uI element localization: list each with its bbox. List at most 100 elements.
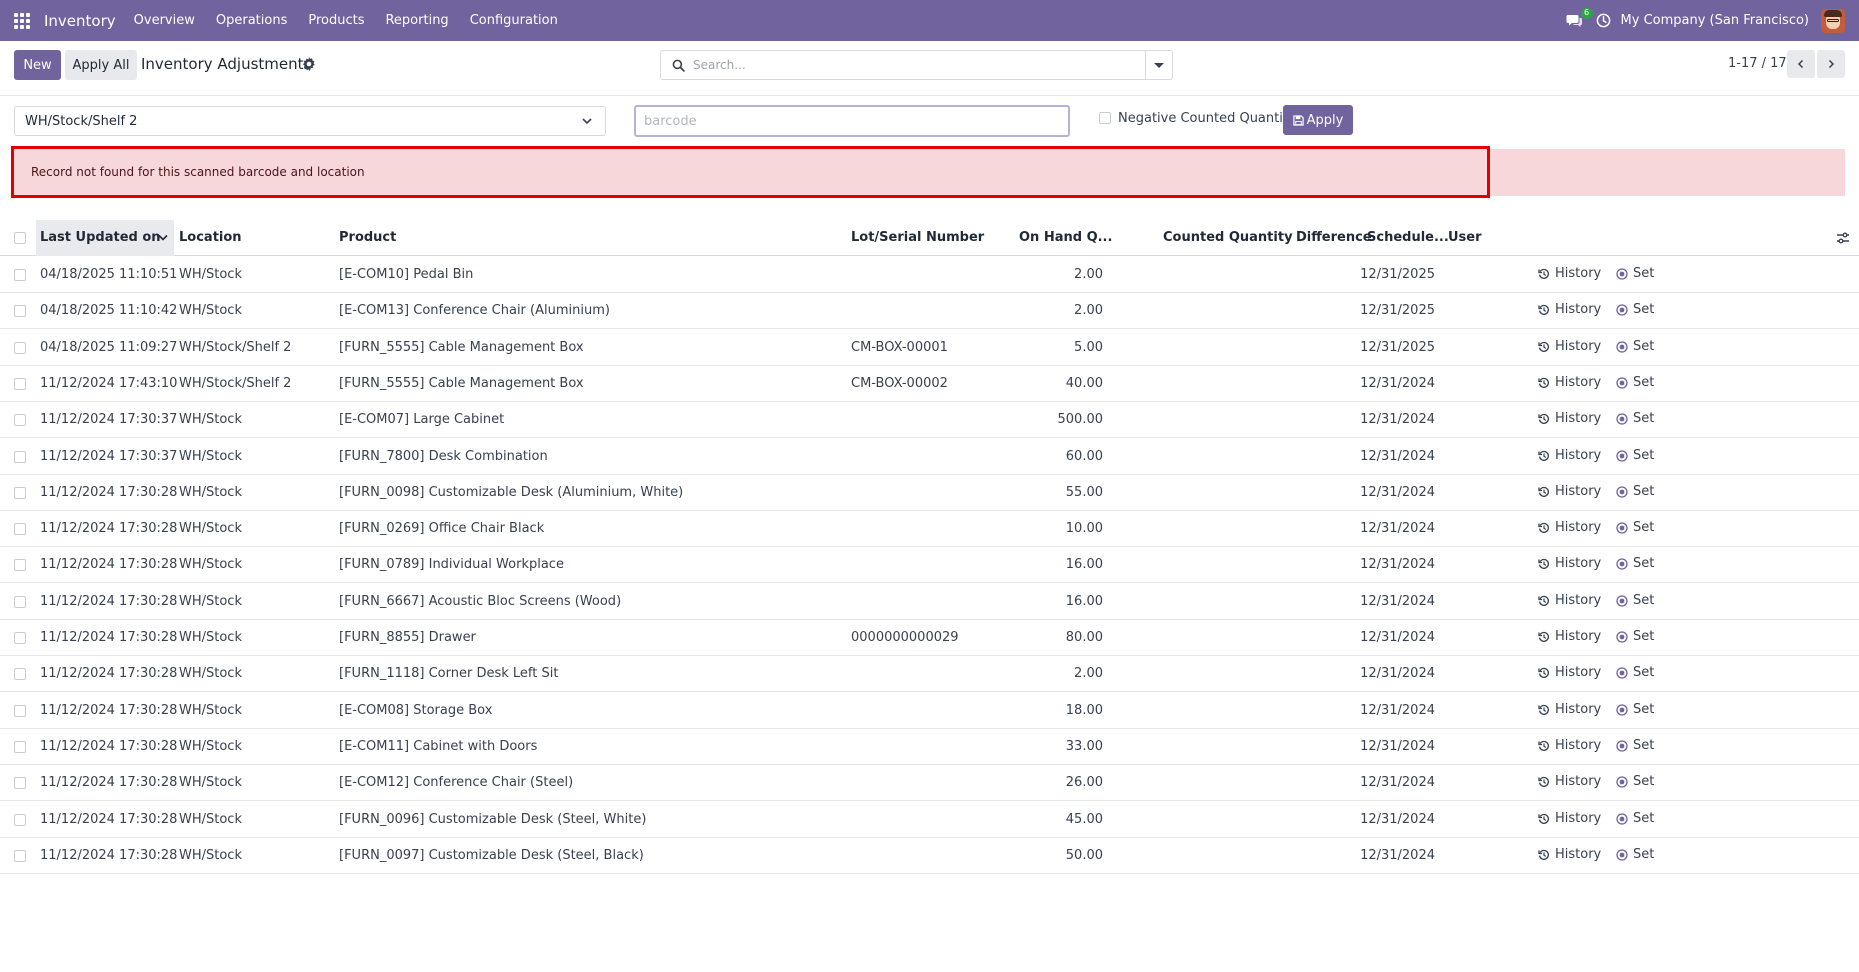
activities-button[interactable] xyxy=(1595,12,1613,30)
row-checkbox[interactable] xyxy=(14,850,26,862)
set-button[interactable]: Set xyxy=(1616,339,1654,354)
set-button[interactable]: Set xyxy=(1616,847,1654,862)
history-button[interactable]: History xyxy=(1538,593,1601,608)
history-button[interactable]: History xyxy=(1538,302,1601,317)
messaging-button[interactable]: 6 xyxy=(1563,7,1593,32)
history-button[interactable]: History xyxy=(1538,375,1601,390)
row-checkbox[interactable] xyxy=(14,451,26,463)
table-row[interactable]: 04/18/2025 11:10:51 WH/Stock [E-COM10] Ped… xyxy=(0,257,1859,293)
row-checkbox[interactable] xyxy=(14,342,26,354)
table-row[interactable]: 11/12/2024 17:30:28 WH/Stock [E-COM12] Con… xyxy=(0,765,1859,801)
history-button[interactable]: History xyxy=(1538,738,1601,753)
search-input[interactable] xyxy=(693,52,1123,78)
column-difference[interactable]: Difference xyxy=(1296,230,1372,245)
app-name[interactable]: Inventory xyxy=(44,11,116,30)
set-button[interactable]: Set xyxy=(1616,593,1654,608)
history-button[interactable]: History xyxy=(1538,411,1601,426)
column-location[interactable]: Location xyxy=(179,230,242,245)
row-checkbox[interactable] xyxy=(14,777,26,789)
history-button[interactable]: History xyxy=(1538,847,1601,862)
row-checkbox[interactable] xyxy=(14,741,26,753)
row-checkbox[interactable] xyxy=(14,378,26,390)
pager-previous-button[interactable] xyxy=(1787,50,1815,78)
table-row[interactable]: 11/12/2024 17:30:28 WH/Stock [FURN_1118] C… xyxy=(0,656,1859,692)
row-checkbox[interactable] xyxy=(14,305,26,317)
column-lot[interactable]: Lot/Serial Number xyxy=(851,230,985,245)
history-button[interactable]: History xyxy=(1538,665,1601,680)
table-row[interactable]: 11/12/2024 17:30:37 WH/Stock [E-COM07] Lar… xyxy=(0,402,1859,438)
table-row[interactable]: 11/12/2024 17:30:28 WH/Stock [FURN_0097] C… xyxy=(0,838,1859,874)
table-row[interactable]: 11/12/2024 17:30:28 WH/Stock [FURN_0269] O… xyxy=(0,511,1859,547)
row-checkbox[interactable] xyxy=(14,559,26,571)
row-checkbox[interactable] xyxy=(14,668,26,680)
set-button[interactable]: Set xyxy=(1616,484,1654,499)
history-button[interactable]: History xyxy=(1538,520,1601,535)
barcode-input[interactable] xyxy=(634,105,1070,137)
set-button[interactable]: Set xyxy=(1616,556,1654,571)
history-button[interactable]: History xyxy=(1538,484,1601,499)
menu-operations[interactable]: Operations xyxy=(215,13,288,28)
set-button[interactable]: Set xyxy=(1616,774,1654,789)
row-checkbox[interactable] xyxy=(14,269,26,281)
company-switcher[interactable]: My Company (San Francisco) xyxy=(1620,13,1809,28)
apply-all-button[interactable]: Apply All xyxy=(65,50,137,80)
set-button[interactable]: Set xyxy=(1616,375,1654,390)
set-button[interactable]: Set xyxy=(1616,665,1654,680)
row-checkbox[interactable] xyxy=(14,814,26,826)
gear-icon[interactable] xyxy=(302,57,316,71)
set-button[interactable]: Set xyxy=(1616,629,1654,644)
row-checkbox[interactable] xyxy=(14,705,26,717)
set-button[interactable]: Set xyxy=(1616,738,1654,753)
history-button[interactable]: History xyxy=(1538,774,1601,789)
history-button[interactable]: History xyxy=(1538,556,1601,571)
pager-value[interactable]: 1-17 / 17 xyxy=(1728,56,1787,71)
sort-desc-icon[interactable] xyxy=(158,234,168,242)
history-button[interactable]: History xyxy=(1538,702,1601,717)
table-row[interactable]: 04/18/2025 11:09:27 WH/Stock/Shelf 2 [FURN… xyxy=(0,330,1859,366)
row-checkbox[interactable] xyxy=(14,596,26,608)
table-row[interactable]: 11/12/2024 17:30:28 WH/Stock [FURN_0789] I… xyxy=(0,547,1859,583)
menu-products[interactable]: Products xyxy=(308,13,365,28)
pager-next-button[interactable] xyxy=(1817,50,1845,78)
table-row[interactable]: 04/18/2025 11:10:42 WH/Stock [E-COM13] Con… xyxy=(0,293,1859,329)
row-checkbox[interactable] xyxy=(14,487,26,499)
negative-quantity-checkbox[interactable] xyxy=(1099,112,1111,124)
column-on-hand[interactable]: On Hand Q... xyxy=(1019,230,1113,245)
table-row[interactable]: 11/12/2024 17:30:28 WH/Stock [FURN_0096] C… xyxy=(0,802,1859,838)
set-button[interactable]: Set xyxy=(1616,411,1654,426)
app-switcher-icon[interactable] xyxy=(0,0,44,41)
table-row[interactable]: 11/12/2024 17:30:28 WH/Stock [FURN_6667] A… xyxy=(0,584,1859,620)
new-button[interactable]: New xyxy=(14,50,61,80)
column-user[interactable]: User xyxy=(1448,230,1482,245)
search-options-toggle[interactable] xyxy=(1145,51,1172,79)
set-button[interactable]: Set xyxy=(1616,702,1654,717)
column-counted[interactable]: Counted Quantity xyxy=(1163,230,1293,245)
set-button[interactable]: Set xyxy=(1616,448,1654,463)
select-all-checkbox[interactable] xyxy=(14,232,26,244)
history-button[interactable]: History xyxy=(1538,339,1601,354)
column-product[interactable]: Product xyxy=(339,230,397,245)
user-avatar[interactable] xyxy=(1821,8,1845,33)
table-row[interactable]: 11/12/2024 17:30:28 WH/Stock [FURN_0098] C… xyxy=(0,475,1859,511)
column-scheduled[interactable]: Schedule... xyxy=(1367,230,1449,245)
optional-columns-icon[interactable] xyxy=(1836,231,1850,245)
table-row[interactable]: 11/12/2024 17:30:28 WH/Stock [FURN_8855] D… xyxy=(0,620,1859,656)
table-row[interactable]: 11/12/2024 17:30:28 WH/Stock [E-COM11] Cab… xyxy=(0,729,1859,765)
location-select[interactable]: WH/Stock/Shelf 2 xyxy=(14,106,606,136)
set-button[interactable]: Set xyxy=(1616,520,1654,535)
column-last-updated[interactable]: Last Updated on xyxy=(40,230,161,245)
table-row[interactable]: 11/12/2024 17:43:10 WH/Stock/Shelf 2 [FURN… xyxy=(0,366,1859,402)
table-row[interactable]: 11/12/2024 17:30:37 WH/Stock [FURN_7800] D… xyxy=(0,439,1859,475)
menu-reporting[interactable]: Reporting xyxy=(385,13,449,28)
table-row[interactable]: 11/12/2024 17:30:28 WH/Stock [E-COM08] Sto… xyxy=(0,693,1859,729)
menu-overview[interactable]: Overview xyxy=(133,13,195,28)
row-checkbox[interactable] xyxy=(14,632,26,644)
row-checkbox[interactable] xyxy=(14,523,26,535)
apply-button[interactable]: Apply xyxy=(1283,105,1353,135)
history-button[interactable]: History xyxy=(1538,448,1601,463)
history-button[interactable]: History xyxy=(1538,629,1601,644)
history-button[interactable]: History xyxy=(1538,811,1601,826)
row-checkbox[interactable] xyxy=(14,414,26,426)
set-button[interactable]: Set xyxy=(1616,266,1654,281)
set-button[interactable]: Set xyxy=(1616,811,1654,826)
